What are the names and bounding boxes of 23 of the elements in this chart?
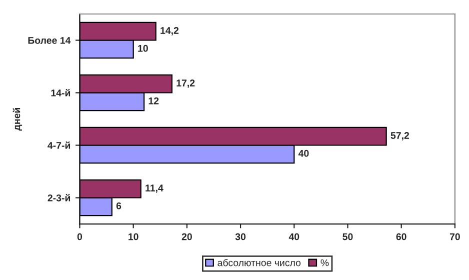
data-label: 14,2 (160, 27, 179, 36)
data-label: 10 (138, 44, 148, 52)
legend-label: % (320, 259, 329, 266)
x-tick-label: 0 (77, 233, 82, 240)
data-label: 6 (116, 202, 122, 210)
data-label: 11,4 (146, 184, 164, 193)
data-label: 40 (298, 150, 309, 157)
x-tick-label: 50 (342, 233, 353, 240)
x-tick-label: 60 (396, 233, 406, 240)
x-tick-label: 20 (182, 233, 192, 240)
y-tick-label: 14-й (51, 89, 70, 96)
x-tick-label: 30 (235, 233, 246, 240)
data-label: 57,2 (390, 132, 410, 140)
legend-label: абсолютное число (218, 258, 301, 266)
y-tick-label: 4-7-й (48, 142, 70, 149)
y-tick-label: Более 14 (28, 37, 71, 44)
y-axis-title: дней (12, 108, 22, 131)
data-label: 12 (148, 97, 159, 104)
y-tick-label: 2-3-й (48, 194, 70, 202)
x-tick-label: 70 (450, 233, 460, 240)
x-tick-label: 40 (288, 233, 300, 240)
data-label: 17,2 (176, 80, 195, 88)
x-tick-label: 10 (128, 233, 138, 240)
